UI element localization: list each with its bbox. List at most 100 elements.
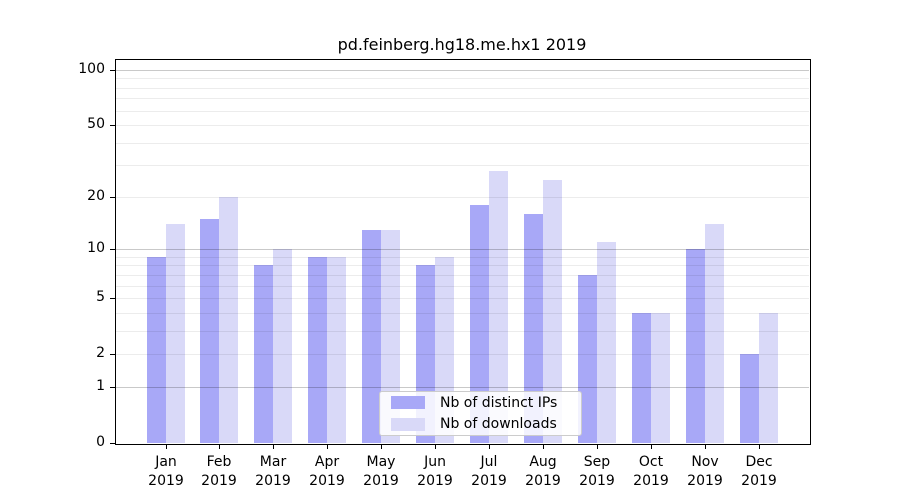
minor-gridline-90 [115,78,809,79]
x-tick-year: 2019 [687,473,723,489]
minor-gridline-80 [115,88,809,89]
chart-title: pd.feinberg.hg18.me.hx1 2019 [337,35,587,54]
x-tick-year: 2019 [579,473,615,489]
bar-distinct-ips-jan [146,256,166,443]
bar-downloads-oct [651,312,671,443]
x-tick-month: Sep [583,454,611,470]
legend-swatch-downloads [391,417,425,431]
x-tick-label-jul: Jul 2019 [459,453,519,491]
y-tick-label-5: 5 [96,289,105,305]
y-tick-mark-2 [110,354,115,355]
bar-downloads-apr [327,256,347,443]
x-tick-month: Apr [314,454,340,470]
minor-gridline-2 [115,354,809,355]
y-tick-label-2: 2 [96,345,105,361]
y-tick-mark-5 [110,298,115,299]
bar-distinct-ips-aug [524,214,544,443]
minor-gridline-20 [115,197,809,198]
x-tick-month: Aug [529,454,557,470]
minor-gridline-6 [115,286,809,287]
bar-downloads-aug [543,179,563,443]
x-tick-year: 2019 [309,473,345,489]
x-tick-mark-jan [166,444,167,449]
major-gridline-1 [115,387,809,388]
minor-gridline-30 [115,165,809,166]
x-tick-month: Dec [745,454,773,470]
x-tick-mark-nov [705,444,706,449]
x-tick-label-sep: Sep 2019 [567,453,627,491]
minor-gridline-7 [115,275,809,276]
minor-gridline-40 [115,143,809,144]
y-tick-label-10: 10 [87,240,105,256]
x-tick-label-nov: Nov 2019 [675,453,735,491]
x-tick-year: 2019 [201,473,237,489]
x-tick-mark-apr [327,444,328,449]
x-tick-mark-jul [489,444,490,449]
y-tick-mark-100 [110,70,115,71]
x-tick-year: 2019 [363,473,399,489]
x-tick-label-oct: Oct 2019 [621,453,681,491]
x-tick-label-jan: Jan 2019 [136,453,196,491]
minor-gridline-4 [115,313,809,314]
minor-gridline-5 [115,298,809,299]
bar-downloads-jan [165,224,185,443]
bar-distinct-ips-jul [470,205,490,443]
legend-item-distinct-ips: Nb of distinct IPs [380,394,581,412]
y-tick-label-20: 20 [87,188,105,204]
bar-downloads-sep [597,242,617,443]
x-tick-mark-jun [435,444,436,449]
x-tick-mark-feb [219,444,220,449]
x-tick-mark-dec [759,444,760,449]
x-tick-year: 2019 [633,473,669,489]
x-tick-label-may: May 2019 [351,453,411,491]
x-tick-year: 2019 [741,473,777,489]
minor-gridline-9 [115,257,809,258]
minor-gridline-70 [115,98,809,99]
minor-gridline-8 [115,265,809,266]
legend-item-downloads: Nb of downloads [380,416,581,434]
bar-distinct-ips-may [362,229,382,443]
x-tick-mark-aug [543,444,544,449]
bar-downloads-mar [273,249,293,443]
x-tick-label-aug: Aug 2019 [513,453,573,491]
x-tick-month: Jan [155,454,177,470]
legend: Nb of distinct IPs Nb of downloads [379,391,582,436]
legend-swatch-distinct-ips [391,396,425,410]
major-gridline-100 [115,70,809,71]
y-tick-mark-1 [110,387,115,388]
bar-downloads-may [381,229,401,443]
legend-label-distinct-ips: Nb of distinct IPs [440,394,558,411]
x-tick-month: Feb [206,454,232,470]
x-tick-label-mar: Mar 2019 [243,453,303,491]
x-tick-month: May [366,454,396,470]
bar-distinct-ips-oct [632,312,652,443]
y-tick-mark-20 [110,197,115,198]
x-tick-year: 2019 [148,473,184,489]
bar-distinct-ips-dec [739,354,759,443]
minor-gridline-3 [115,331,809,332]
bar-downloads-dec [758,312,778,443]
y-tick-mark-10 [110,249,115,250]
bar-distinct-ips-feb [200,218,220,443]
x-tick-year: 2019 [471,473,507,489]
bar-downloads-nov [705,224,724,443]
bar-distinct-ips-mar [254,265,274,443]
x-tick-label-apr: Apr 2019 [297,453,357,491]
x-tick-month: Oct [638,454,664,470]
y-tick-label-0: 0 [96,434,105,450]
x-tick-year: 2019 [525,473,561,489]
x-tick-mark-sep [597,444,598,449]
bar-distinct-ips-apr [308,256,328,443]
x-tick-month: Mar [259,454,287,470]
x-tick-mark-may [381,444,382,449]
y-tick-mark-50 [110,125,115,126]
bar-downloads-feb [219,196,239,443]
x-tick-mark-oct [651,444,652,449]
minor-gridline-60 [115,111,809,112]
x-tick-month: Jul [480,454,498,470]
bar-downloads-jul [489,170,509,443]
legend-label-downloads: Nb of downloads [440,416,557,433]
x-tick-year: 2019 [255,473,291,489]
y-tick-label-100: 100 [78,61,105,77]
